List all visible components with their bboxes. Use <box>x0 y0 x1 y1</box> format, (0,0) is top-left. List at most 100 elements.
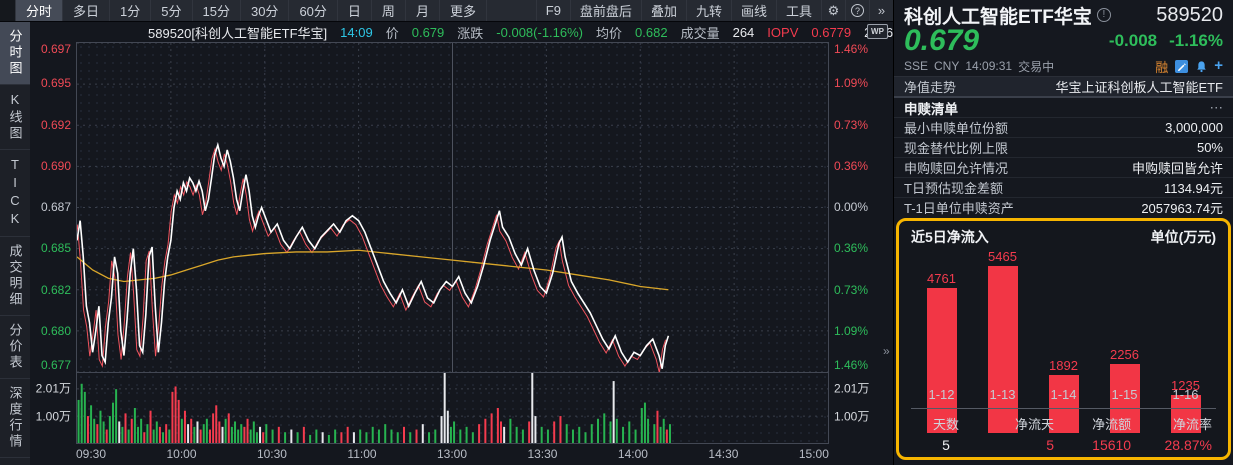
settings-gear-icon[interactable]: ⚙ <box>821 0 845 21</box>
more-ellipsis-icon[interactable]: ⋯ <box>1209 99 1224 115</box>
alert-bell-icon[interactable] <box>1194 59 1208 73</box>
sidebar-item-深度行情[interactable]: 深度行情 <box>0 379 30 458</box>
redemption-row: 最小申赎单位份额 3,000,000 <box>894 117 1233 137</box>
price-change-group: -0.008 -1.16% <box>1109 31 1223 51</box>
tab-更多[interactable]: 更多 <box>440 0 487 21</box>
wp-monitor-icon[interactable]: WP <box>867 24 888 39</box>
chart-header-item: 成交量 <box>680 25 720 41</box>
expand-panel-handle[interactable]: » <box>883 344 890 358</box>
redemption-row: T日预估现金差额 1134.94元 <box>894 177 1233 197</box>
toolbar-button-画线[interactable]: 画线 <box>730 0 776 21</box>
flow-stat-value: 5 <box>1046 437 1055 453</box>
flow-bar <box>1048 375 1079 433</box>
flow-bar-value: 2256 <box>1110 347 1139 363</box>
price-tick: 0.685 <box>40 241 71 256</box>
chart-header-item: 0.682 <box>635 24 668 40</box>
net-inflow-card: 近5日净流入 单位(万元) 4761 5465 1892 2256 1235 1-12 1… <box>896 218 1231 460</box>
chart-header: 589520[科创人工智能ETF华宝] 14:09 价 0.679 涨跌 -0.008(-… <box>30 22 893 42</box>
toolbar-button-叠加[interactable]: 叠加 <box>640 0 686 21</box>
chart-header-item: 0.679 <box>411 24 445 40</box>
net-inflow-dates: 1-12 1-13 1-14 1-15 1-16 <box>911 382 1216 408</box>
flow-date-1-16: 1-16 <box>1172 387 1199 402</box>
nav-trend-row[interactable]: 净值走势 华宝上证科创板人工智能ETF <box>894 76 1233 96</box>
sidebar-item-K线图[interactable]: K线图 <box>0 85 30 150</box>
redemption-title: 申赎清单 <box>904 101 958 117</box>
price-line-plot <box>77 43 828 372</box>
edit-pencil-icon[interactable] <box>1174 59 1188 73</box>
tab-30分[interactable]: 30分 <box>241 0 290 21</box>
row-label: 申购赎回允许情况 <box>904 161 1009 176</box>
add-watchlist-icon[interactable]: + <box>1214 57 1223 74</box>
flow-bar-column: 5465 <box>972 249 1033 433</box>
redemption-row: 申购赎回允许情况 申购赎回皆允许 <box>894 157 1233 177</box>
volume-chart[interactable] <box>76 372 829 444</box>
percent-tick: 0.73% <box>834 282 869 297</box>
price-tick: 0.682 <box>40 282 71 297</box>
time-tick-10:30: 10:30 <box>256 447 287 461</box>
flow-date-1-13: 1-13 <box>989 387 1016 402</box>
stock-name: 科创人工智能ETF华宝 <box>904 6 1092 28</box>
tab-月[interactable]: 月 <box>406 0 440 21</box>
volume-tick: 2.01万 <box>834 381 870 396</box>
flow-stat-value: 28.87% <box>1164 437 1212 453</box>
tab-5分[interactable]: 5分 <box>151 0 193 21</box>
percent-tick: 1.46% <box>834 358 869 372</box>
volume-axis-right: 2.01万 1.00万 <box>829 372 893 444</box>
toolbar-button-工具[interactable]: 工具 <box>775 0 821 21</box>
sidebar-item-label: 成交明细 <box>7 244 23 308</box>
flow-bar-column: 1235 <box>1155 249 1216 433</box>
percent-tick: 0.36% <box>834 241 869 256</box>
net-inflow-stats: 天数 净流天 净流额 净流率 5 5 15610 28.87% <box>911 408 1216 455</box>
toolbar-button-九转[interactable]: 九转 <box>685 0 731 21</box>
price-tick: 0.687 <box>40 200 71 214</box>
tab-日[interactable]: 日 <box>338 0 372 21</box>
toolbar-button-F9[interactable]: F9 <box>535 0 570 21</box>
time-tick-14:00: 14:00 <box>617 447 648 461</box>
percent-tick: 0.36% <box>834 158 869 173</box>
app-menu-icon[interactable] <box>0 0 16 21</box>
info-icon[interactable]: ! <box>1096 8 1111 22</box>
toolbar: 分时 多日 1分 5分 15分 30分 60分日周月更多 F9 盘前盘后 叠加 九转 画线 工具 ⚙ … <box>0 0 893 22</box>
flow-bar-value: 1892 <box>1049 358 1078 374</box>
tab-分时[interactable]: 分时 <box>16 0 64 21</box>
chart-header-item: 均价 <box>596 25 623 41</box>
net-inflow-unit: 单位(万元) <box>1150 229 1216 245</box>
collapse-right-icon[interactable]: » <box>869 0 893 21</box>
volume-axis-left: 2.01万 1.00万 <box>30 372 76 444</box>
workspace: 分时图 K线图 TICK 成交明细分价表 深度行情 589520[科创人工智能ETF华宝… <box>0 22 893 465</box>
flow-stat-label: 净流额 <box>1092 417 1132 432</box>
sidebar-item-分价表[interactable]: 分价表 <box>0 316 30 379</box>
row-value: 2057963.74元 <box>1141 201 1223 216</box>
tab-周[interactable]: 周 <box>372 0 406 21</box>
row-value: 3,000,000 <box>1165 120 1223 135</box>
help-icon[interactable]: ? <box>845 0 869 21</box>
percent-axis-right: 1.46% 1.09% 0.73% 0.36% 0.00% 0.36% 0.73% 1.09%… <box>829 42 893 372</box>
flow-bar <box>987 266 1018 433</box>
meta-row: SSE CNY 14:09:31 交易中 融 + <box>894 56 1233 76</box>
tab-60分[interactable]: 60分 <box>289 0 338 21</box>
chart-header-item: 14:09 <box>340 24 373 40</box>
row-value: 申购赎回皆允许 <box>1131 161 1223 176</box>
time-tick-14:30: 14:30 <box>708 447 739 461</box>
trading-status: 交易中 <box>1018 59 1055 74</box>
percent-tick: 1.09% <box>834 76 869 91</box>
tab-15分[interactable]: 15分 <box>193 0 241 21</box>
toolbar-buttons: F9 盘前盘后 叠加 九转 画线 工具 <box>535 0 821 21</box>
price-chart[interactable] <box>76 42 829 372</box>
percent-tick: 0.00% <box>834 200 869 214</box>
tab-多日[interactable]: 多日 <box>63 0 111 21</box>
row-label: T日预估现金差额 <box>904 181 1003 196</box>
toolbar-button-盘前盘后[interactable]: 盘前盘后 <box>569 0 641 21</box>
redemption-section-header[interactable]: 申赎清单 ⋯ <box>894 96 1233 117</box>
chart-header-item: 589520[科创人工智能ETF华宝] <box>148 25 328 41</box>
sidebar-item-成交明细[interactable]: 成交明细 <box>0 237 30 316</box>
sidebar-item-TICK[interactable]: TICK <box>0 150 30 237</box>
left-column: 分时 多日 1分 5分 15分 30分 60分日周月更多 F9 盘前盘后 叠加 九转 画线 工具 ⚙ … <box>0 0 893 465</box>
margin-trading-badge[interactable]: 融 <box>1155 59 1169 75</box>
tab-1分[interactable]: 1分 <box>110 0 152 21</box>
toolbar-actions: F9 盘前盘后 叠加 九转 画线 工具 ⚙ ? » <box>535 0 893 21</box>
sidebar-item-分时图[interactable]: 分时图 <box>0 22 30 85</box>
chart-header-item: -0.008(-1.16%) <box>496 24 584 40</box>
flow-stat-label: 天数 <box>932 417 959 432</box>
